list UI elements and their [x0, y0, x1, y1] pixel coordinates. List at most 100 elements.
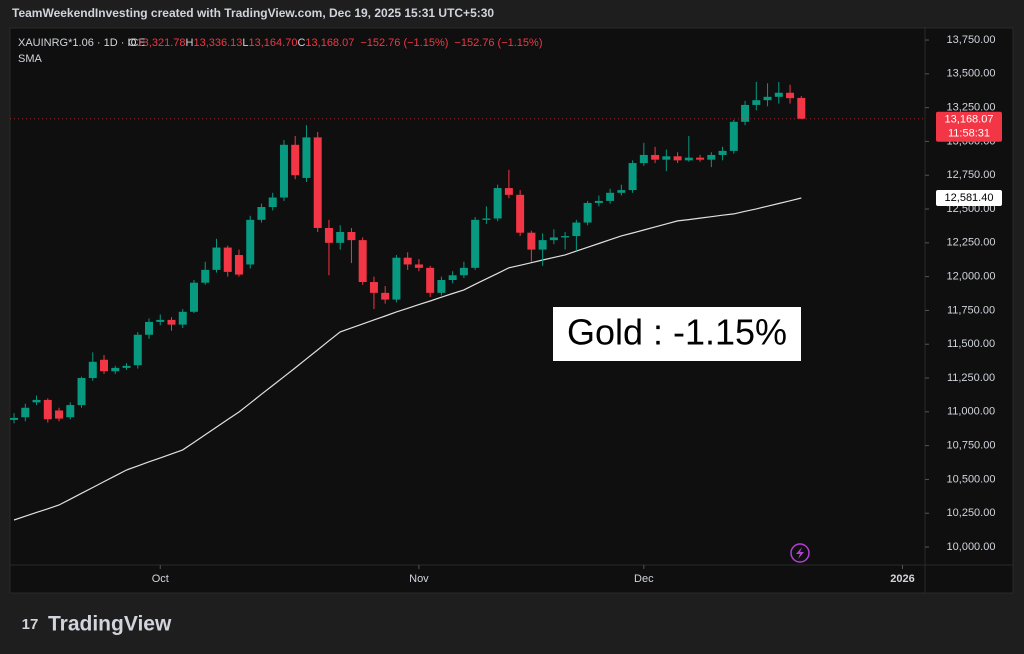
- candle-body: [696, 157, 705, 160]
- sma-price-label: 12,581.40: [945, 192, 994, 204]
- ohlc-value: 13,336.13: [193, 37, 242, 49]
- candle-body: [279, 144, 288, 198]
- candle-body: [10, 417, 19, 420]
- x-tick-label: Oct: [152, 573, 169, 585]
- y-tick-label: 11,250.00: [947, 372, 995, 384]
- candle-body: [302, 137, 311, 178]
- candle-body: [617, 190, 626, 193]
- last-price-label: 13,168.07: [945, 114, 994, 126]
- candle-body: [437, 280, 446, 293]
- candle-body: [234, 254, 243, 275]
- ohlc-key: O: [128, 37, 137, 49]
- candle-body: [336, 232, 345, 243]
- candle-body: [662, 156, 671, 160]
- y-tick-label: 13,750.00: [947, 34, 996, 46]
- candle-body: [774, 92, 783, 97]
- candle-body: [55, 410, 64, 419]
- candle-body: [471, 219, 480, 268]
- x-tick-label: Nov: [409, 573, 429, 585]
- candle-body: [459, 267, 468, 276]
- candle-body: [88, 361, 97, 379]
- candle-body: [122, 365, 131, 368]
- candle-body: [145, 321, 154, 335]
- candle-body: [291, 144, 300, 176]
- candle-body: [504, 188, 513, 195]
- countdown: 11:58:31: [948, 128, 990, 140]
- candle-body: [651, 154, 660, 160]
- candle-body: [549, 237, 558, 241]
- candle-body: [527, 232, 536, 250]
- candle-body: [583, 202, 592, 223]
- candle-body: [156, 319, 165, 322]
- x-tick-label: 2026: [890, 573, 914, 585]
- header: TeamWeekendInvesting created with Tradin…: [12, 6, 494, 20]
- candle-body: [392, 257, 401, 300]
- y-tick-label: 10,250.00: [947, 507, 996, 519]
- candle-body: [369, 282, 378, 293]
- event-icon[interactable]: [790, 543, 810, 563]
- candle-body: [516, 194, 525, 233]
- annotation: Gold : -1.15%: [567, 312, 787, 353]
- chart-panel: [9, 27, 1014, 594]
- sma-line: [13, 197, 802, 521]
- candle-body: [212, 247, 221, 270]
- candle-body: [493, 188, 502, 219]
- ohlc-key: C: [297, 37, 305, 49]
- event-bolt: [796, 547, 804, 559]
- candle-body: [201, 269, 210, 283]
- candle-body: [167, 319, 176, 325]
- candle-body: [729, 121, 738, 151]
- y-tick-label: 12,250.00: [947, 237, 996, 249]
- candle-body: [313, 137, 322, 228]
- ohlc-value: 13,168.07: [305, 37, 354, 49]
- candle-body: [246, 219, 255, 265]
- candle-body: [628, 163, 637, 191]
- candle-body: [32, 399, 41, 403]
- ohlc-legend: O13,321.78H13,336.13L13,164.70C13,168.07…: [128, 37, 543, 49]
- candle-body: [66, 405, 75, 418]
- candle-body: [572, 222, 581, 237]
- logo-mark: 17: [22, 616, 39, 633]
- candle-body: [718, 150, 727, 155]
- candle-body: [189, 282, 198, 312]
- ohlc-value: 13,321.78: [137, 37, 186, 49]
- candle-body: [178, 311, 187, 325]
- candle-body: [673, 156, 682, 161]
- candle-body: [133, 334, 142, 366]
- candle-body: [606, 192, 615, 201]
- candle-body: [639, 154, 648, 164]
- candle-body: [268, 197, 277, 207]
- candle-body: [752, 100, 761, 105]
- ohlc-value: 13,164.70: [249, 37, 298, 49]
- candle-body: [448, 275, 457, 281]
- y-tick-label: 10,000.00: [947, 541, 996, 553]
- y-tick-label: 11,750.00: [947, 304, 995, 316]
- sma-legend: SMA: [18, 53, 43, 65]
- change-label: −152.76 (−1.15%): [360, 37, 448, 49]
- candle-body: [358, 240, 367, 283]
- change-label: −152.76 (−1.15%): [454, 37, 542, 49]
- candle-body: [403, 257, 412, 265]
- candle-body: [763, 96, 772, 101]
- candle-body: [100, 359, 109, 372]
- candle-body: [324, 227, 333, 243]
- candle-body: [257, 207, 266, 220]
- y-tick-label: 10,500.00: [947, 473, 996, 485]
- ohlc-key: H: [186, 37, 194, 49]
- candle-body: [414, 264, 423, 268]
- candle-body: [21, 407, 30, 418]
- candle-body: [594, 200, 603, 203]
- candle-body: [426, 267, 435, 293]
- candle-body: [561, 236, 570, 238]
- candle-body: [707, 154, 716, 160]
- candle-body: [381, 292, 390, 300]
- annotation-box: [553, 307, 801, 361]
- y-tick-label: 11,000.00: [947, 406, 995, 418]
- candle-body: [111, 367, 120, 372]
- y-tick-label: 13,500.00: [947, 68, 996, 80]
- x-tick-label: Dec: [634, 573, 654, 585]
- y-tick-label: 10,750.00: [947, 440, 996, 452]
- symbol: XAUINRG*1.06 · 1D · ICE: [18, 37, 146, 49]
